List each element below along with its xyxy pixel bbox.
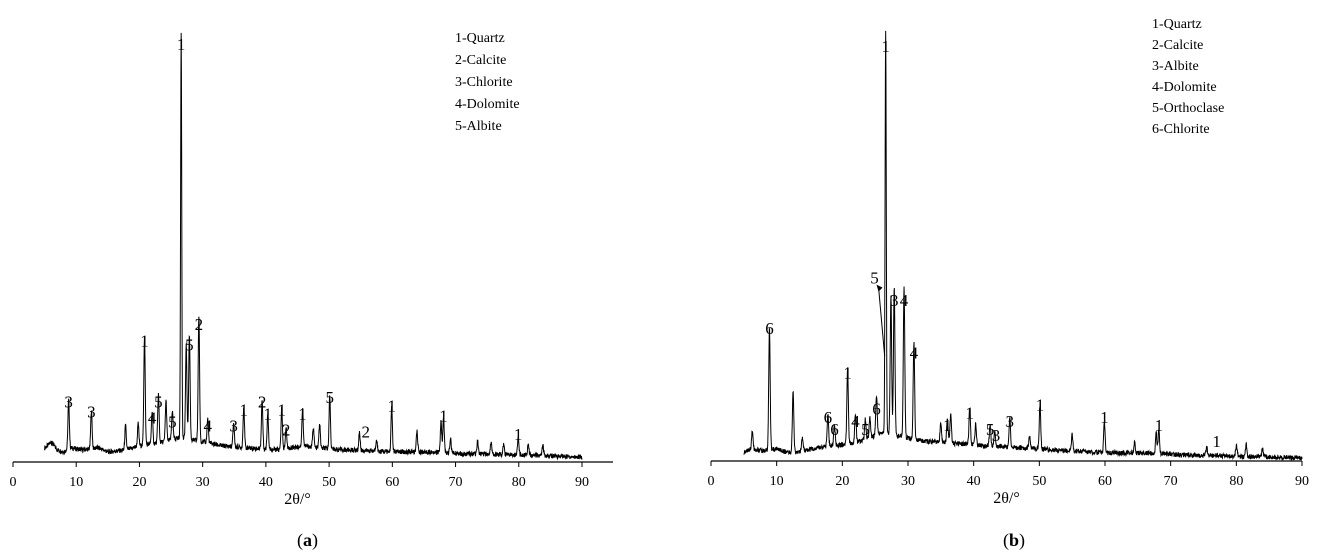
peak-label: 1 xyxy=(943,416,952,435)
peak-label: 5 xyxy=(168,413,177,432)
x-tick-label: 0 xyxy=(708,474,715,489)
x-tick-label: 60 xyxy=(1098,474,1112,489)
panel-label-close: ) xyxy=(312,530,318,551)
peak-label: 2 xyxy=(258,392,267,411)
legend-entry: 1-Quartz xyxy=(455,31,505,46)
peak-label: 6 xyxy=(872,400,881,419)
x-tick-label: 80 xyxy=(512,475,526,490)
panel-label-close: ) xyxy=(1019,530,1025,551)
panel-label-open: ( xyxy=(297,530,303,551)
panel-label: (a) xyxy=(297,530,318,551)
peak-label: 1 xyxy=(140,331,149,350)
peak-label: 1 xyxy=(965,404,974,423)
peak-label: 4 xyxy=(910,343,919,362)
peak-label: 3 xyxy=(992,426,1001,445)
peak-label: 1 xyxy=(298,404,307,423)
peak-label: 5 xyxy=(185,335,194,354)
x-tick-label: 50 xyxy=(322,475,336,490)
legend-entry: 3-Chlorite xyxy=(455,75,513,90)
annotation-arrow xyxy=(878,286,886,357)
x-tick-label: 70 xyxy=(449,475,463,490)
x-tick-label: 10 xyxy=(770,474,784,489)
peak-label: 4 xyxy=(851,412,860,431)
peak-label: 4 xyxy=(148,409,157,428)
peak-label: 4 xyxy=(900,291,909,310)
x-tick-label: 30 xyxy=(196,475,210,490)
x-tick-label: 90 xyxy=(575,475,589,490)
legend-entry: 1-Quartz xyxy=(1152,17,1202,32)
peak-label: 3 xyxy=(890,291,899,310)
peak-label: 2 xyxy=(195,315,204,334)
x-tick-label: 10 xyxy=(69,475,83,490)
peak-label: 5 xyxy=(861,420,870,439)
peak-label: 1 xyxy=(387,396,396,415)
xrd-pattern-line xyxy=(44,32,583,461)
x-axis-title: 2θ/° xyxy=(284,491,311,508)
legend-entry: 2-Calcite xyxy=(1152,38,1203,53)
legend-entry: 5-Albite xyxy=(455,119,502,134)
peak-label: 1 xyxy=(881,37,890,56)
panel-label-letter: a xyxy=(303,530,312,550)
legend-entry: 3-Albite xyxy=(1152,59,1199,74)
peak-label: 5 xyxy=(870,269,879,288)
peak-label: 6 xyxy=(765,319,774,338)
peak-label: 1 xyxy=(264,404,273,423)
x-tick-label: 60 xyxy=(385,475,399,490)
legend-entry: 5-Orthoclase xyxy=(1152,101,1224,116)
peak-label: 1 xyxy=(1212,432,1221,451)
legend-entry: 4-Dolomite xyxy=(455,97,520,112)
panel-label-open: ( xyxy=(1003,530,1009,551)
peak-label: 3 xyxy=(1006,412,1015,431)
peak-label: 5 xyxy=(986,420,995,439)
peak-label: 1 xyxy=(1036,396,1045,415)
peak-label: 1 xyxy=(843,363,852,382)
x-tick-label: 40 xyxy=(967,474,981,489)
peak-label: 4 xyxy=(203,417,212,436)
x-tick-label: 90 xyxy=(1295,474,1309,489)
peak-label: 3 xyxy=(87,402,96,421)
peak-label: 1 xyxy=(439,406,448,425)
legend-entry: 2-Calcite xyxy=(455,53,506,68)
peak-label: 1 xyxy=(514,425,523,444)
peak-label: 3 xyxy=(64,392,73,411)
peak-label: 3 xyxy=(229,417,238,436)
panel-label-letter: b xyxy=(1009,530,1019,550)
peak-label: 2 xyxy=(282,421,291,440)
peak-label: 5 xyxy=(325,388,334,407)
x-axis-title: 2θ/° xyxy=(993,490,1020,507)
peak-label: 5 xyxy=(154,392,163,411)
x-tick-label: 0 xyxy=(10,475,17,490)
peak-label: 1 xyxy=(1100,408,1109,427)
legend-entry: 4-Dolomite xyxy=(1152,80,1217,95)
annotation-arrow-head xyxy=(876,284,883,292)
peak-label: 1 xyxy=(240,400,249,419)
x-tick-label: 30 xyxy=(901,474,915,489)
x-tick-label: 40 xyxy=(259,475,273,490)
panel-label: (b) xyxy=(1003,530,1025,551)
peak-label: 6 xyxy=(824,408,833,427)
x-tick-label: 20 xyxy=(132,475,146,490)
x-tick-label: 80 xyxy=(1229,474,1243,489)
xrd-pattern-line xyxy=(743,30,1303,462)
x-tick-label: 20 xyxy=(835,474,849,489)
peak-label: 1 xyxy=(277,400,286,419)
x-tick-label: 50 xyxy=(1032,474,1046,489)
peak-label: 1 xyxy=(177,35,186,54)
peak-label: 6 xyxy=(830,420,839,439)
peak-label: 1 xyxy=(1155,416,1164,435)
legend-entry: 6-Chlorite xyxy=(1152,122,1210,137)
peak-label: 2 xyxy=(362,423,371,442)
x-tick-label: 70 xyxy=(1164,474,1178,489)
